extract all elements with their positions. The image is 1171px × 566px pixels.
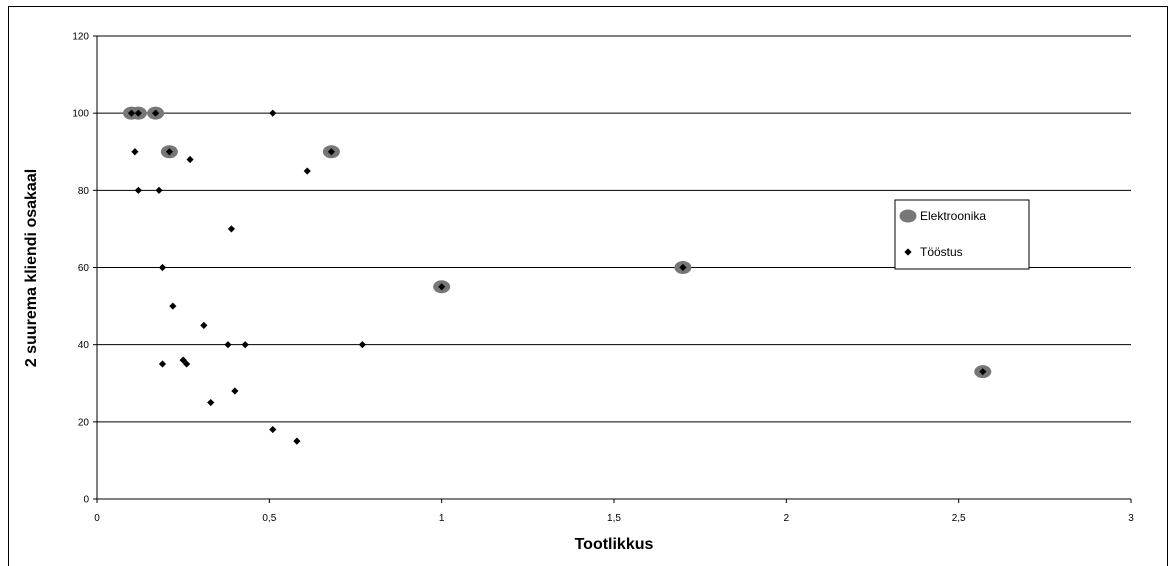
- legend: Elektroonika Tööstus: [894, 199, 1030, 270]
- x-tick-label: 2,5: [952, 513, 966, 524]
- diamond-point: [207, 398, 215, 407]
- y-tick-label: 120: [72, 32, 89, 43]
- x-axis-title: Tootlikkus: [575, 536, 654, 553]
- diamond-point: [169, 302, 177, 310]
- diamond-point: [269, 425, 277, 434]
- diamond-point: [231, 387, 239, 395]
- series-0: [122, 106, 992, 379]
- y-tick-label: 40: [78, 340, 90, 351]
- diamond-point: [151, 109, 160, 117]
- legend-marker: [904, 248, 912, 256]
- diamond-point: [186, 155, 194, 164]
- legend-label: Elektroonika: [920, 209, 986, 223]
- diamond-point: [165, 148, 173, 156]
- diamond-point: [200, 321, 208, 329]
- legend-label: Tööstus: [920, 245, 963, 259]
- diamond-point: [327, 148, 335, 156]
- diamond-point: [438, 283, 446, 291]
- y-tick-label: 60: [78, 263, 90, 274]
- diamond-point: [293, 437, 301, 445]
- x-tick-label: 3: [1128, 513, 1134, 524]
- diamond-point: [127, 109, 136, 117]
- axes: [93, 35, 1132, 503]
- x-tick-label: 1,5: [607, 513, 621, 524]
- diamond-point: [303, 167, 311, 175]
- diamond-point: [269, 109, 277, 117]
- diamond-point: [155, 186, 163, 194]
- y-tick-label: 100: [72, 109, 89, 120]
- diamond-point: [224, 341, 232, 349]
- diamond-point: [158, 360, 167, 368]
- y-tick-label: 20: [78, 417, 90, 428]
- diamond-point: [134, 109, 142, 117]
- series-1: [127, 109, 987, 445]
- chart-frame: [8, 6, 1168, 566]
- data-points: [122, 106, 992, 445]
- diamond-point: [131, 148, 139, 156]
- diamond-point: [358, 341, 366, 349]
- legend-items: Elektroonika Tööstus: [899, 209, 986, 259]
- diamond-point: [183, 360, 191, 368]
- x-tick-label: 0: [94, 513, 100, 524]
- diamond-point: [227, 225, 236, 233]
- x-tick-label: 2: [784, 513, 790, 524]
- diamond-point: [179, 356, 187, 364]
- diamond-point: [979, 368, 987, 376]
- y-tick-label: 80: [78, 186, 90, 197]
- diamond-point: [241, 341, 249, 349]
- y-tick-labels: 0 20 40 60 80 100 120: [72, 32, 89, 506]
- legend-marker: [899, 209, 917, 223]
- y-tick-label: 0: [83, 495, 89, 506]
- diamond-point: [158, 263, 167, 272]
- legend-box: [894, 199, 1030, 270]
- x-tick-label: 1: [439, 513, 445, 524]
- x-tick-labels: 0 0,5 1 1,5 2 2,5 3: [94, 513, 1134, 524]
- diamond-point: [134, 186, 142, 194]
- y-axis-title: 2 suurema kliendi osakaal: [23, 169, 40, 367]
- diamond-point: [679, 263, 687, 272]
- x-tick-label: 0,5: [262, 513, 276, 524]
